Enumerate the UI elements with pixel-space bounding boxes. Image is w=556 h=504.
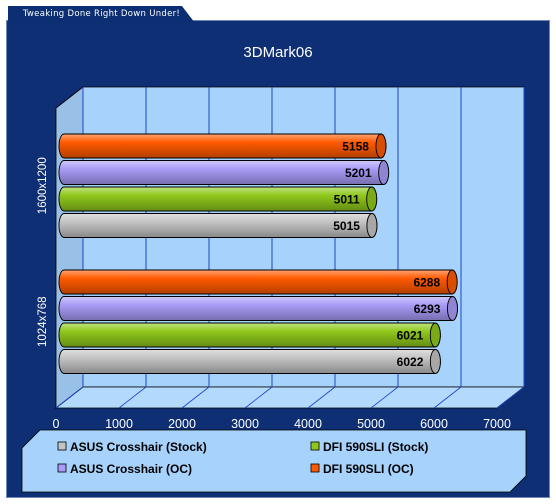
x-tick-label: 4000	[294, 417, 322, 431]
floor-gridline	[244, 386, 273, 409]
bar-value-label: 5201	[345, 166, 372, 180]
floor-gridline	[307, 386, 336, 409]
floor-gridline	[118, 386, 147, 409]
bar-value-label: 6293	[414, 302, 441, 316]
bar	[58, 349, 441, 374]
plot-floor	[54, 386, 526, 409]
floor-gridline	[433, 386, 462, 409]
x-tick-label: 6000	[420, 417, 448, 431]
legend-swatch	[57, 463, 67, 473]
legend-label: ASUS Crosshair (Stock)	[70, 440, 207, 454]
chart-title: 3DMark06	[243, 44, 312, 61]
bar	[58, 160, 390, 185]
bar-cap	[366, 186, 378, 212]
bar	[58, 133, 387, 159]
bar-cap	[429, 349, 441, 374]
bar	[58, 322, 441, 348]
x-tick-label: 5000	[357, 417, 385, 431]
bar-cap	[447, 296, 458, 321]
floor-gridline	[370, 386, 399, 409]
site-banner: Tweaking Done Right Down Under!	[8, 6, 195, 23]
legend-swatch	[310, 441, 320, 451]
bar	[58, 186, 378, 212]
floor-gridline	[496, 386, 525, 409]
legend-label: DFI 590SLI (Stock)	[323, 440, 428, 454]
legend-swatch	[57, 441, 67, 451]
bar-value-label: 6021	[397, 329, 424, 343]
bar	[58, 213, 378, 238]
x-tick-label: 1000	[105, 417, 133, 431]
legend-label: DFI 590SLI (OC)	[323, 462, 414, 476]
bar-cap	[429, 322, 441, 348]
legend-box	[21, 429, 527, 493]
bar-cap	[378, 160, 390, 185]
bar-value-label: 6288	[413, 276, 440, 290]
bar-cap	[366, 213, 378, 238]
bar-value-label: 5011	[334, 193, 360, 207]
bar-value-label: 6022	[397, 355, 424, 369]
bar	[58, 269, 458, 295]
x-tick-label: 7000	[483, 417, 511, 431]
bar-cap	[375, 133, 387, 159]
x-tick-label: 2000	[168, 417, 196, 431]
legend-swatch	[310, 463, 320, 473]
floor-gridline	[55, 386, 84, 409]
bar-value-label: 5015	[333, 219, 360, 233]
x-tick-label: 0	[53, 417, 60, 431]
category-label: 1024x768	[37, 296, 49, 347]
x-tick-label: 3000	[231, 417, 259, 431]
floor-gridline	[181, 386, 210, 409]
category-label: 1600x1200	[37, 157, 49, 214]
legend-label: ASUS Crosshair (OC)	[70, 462, 192, 476]
bar	[58, 296, 458, 321]
bar-cap	[446, 269, 458, 295]
bar-value-label: 5158	[342, 140, 369, 154]
